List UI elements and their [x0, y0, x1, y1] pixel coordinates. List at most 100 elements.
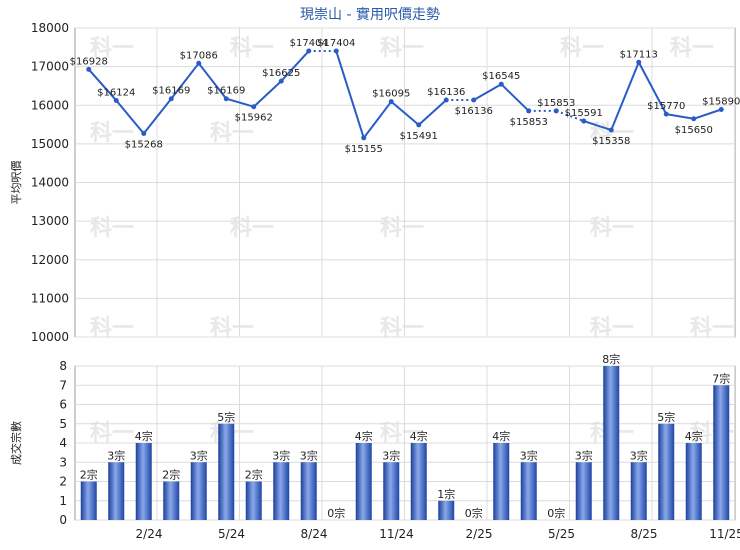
bar-7	[273, 462, 290, 520]
line-data-label: $15358	[592, 136, 630, 147]
bar-value-label: 5宗	[657, 410, 675, 424]
bar-series	[80, 366, 730, 520]
line-data-label: $16169	[152, 86, 190, 97]
bar-12	[410, 443, 427, 520]
line-segment	[637, 61, 668, 115]
line-data-label: $15853	[510, 117, 548, 128]
chart-text: 10000 11000 12000 13000 14000 15000 16000 17000…	[9, 21, 740, 541]
bar-8	[300, 462, 317, 520]
line-point-20	[636, 59, 642, 65]
line-point-14	[471, 97, 477, 103]
line-point-21	[663, 111, 669, 117]
watermark-text: 科一	[670, 36, 714, 61]
line-data-label: $16095	[372, 89, 410, 100]
watermark-text: 科一	[380, 421, 424, 446]
bar-y-tick-label: 4	[59, 436, 67, 450]
bar-value-label: 3宗	[300, 448, 318, 462]
line-data-label: $15770	[647, 101, 685, 112]
bar-10	[355, 443, 372, 520]
x-tick-label: 11/24	[379, 527, 414, 541]
bar-value-label: 5宗	[217, 410, 235, 424]
line-point-18	[581, 118, 587, 124]
bar-19	[603, 366, 620, 520]
line-data-label: $16625	[262, 68, 300, 79]
bar-value-label: 3宗	[190, 448, 208, 462]
line-point-3	[168, 96, 174, 102]
line-data-label: $16169	[207, 86, 245, 97]
line-point-1	[113, 97, 119, 103]
line-segment	[88, 68, 117, 102]
line-segment	[610, 61, 640, 131]
line-point-8	[306, 48, 312, 54]
line-data-label: $16928	[70, 56, 108, 67]
line-data-label: $17404	[290, 38, 328, 49]
line-segment	[115, 99, 145, 135]
line-segment	[583, 120, 612, 131]
line-y-tick-label: 13000	[31, 214, 69, 228]
bar-y-tick-label: 1	[59, 494, 67, 508]
bar-5	[218, 423, 235, 520]
x-tick-label: 5/25	[548, 527, 575, 541]
line-y-tick-label: 17000	[31, 60, 69, 74]
watermark-text: 科一	[380, 36, 424, 61]
line-segment	[666, 113, 694, 120]
bar-y-tick-label: 6	[59, 398, 67, 412]
line-y-axis-title: 平均呎價	[9, 161, 23, 205]
bar-13	[438, 500, 455, 520]
line-data-label: $15962	[235, 113, 273, 124]
bar-2	[135, 443, 152, 520]
line-y-tick-label: 10000	[31, 330, 69, 344]
bar-0	[80, 481, 97, 520]
line-segment	[390, 100, 420, 126]
bar-3	[163, 481, 180, 520]
line-point-2	[141, 131, 147, 137]
watermark-text: 科一	[90, 216, 134, 241]
bar-y-axis-title: 成交宗數	[9, 421, 23, 465]
line-segment	[170, 62, 200, 100]
line-segment	[253, 80, 282, 108]
line-segment	[280, 50, 310, 82]
watermark-text: 科一	[90, 421, 134, 446]
line-data-label: $16136	[455, 106, 493, 117]
watermark-text: 科一	[210, 121, 254, 146]
watermark-text: 科一	[90, 36, 134, 61]
bar-value-label: 4宗	[135, 429, 153, 443]
watermark-text: 科一	[560, 36, 604, 61]
line-data-label: $16124	[97, 87, 135, 98]
line-series	[86, 48, 724, 141]
bar-6	[245, 481, 262, 520]
bar-20	[630, 462, 647, 520]
line-point-10	[361, 135, 367, 141]
gridlines	[74, 27, 736, 521]
bar-11	[383, 462, 400, 520]
line-point-0	[86, 66, 92, 72]
x-tick-label: 8/25	[631, 527, 658, 541]
bar-y-tick-label: 8	[59, 359, 67, 373]
line-point-13	[443, 97, 449, 103]
chart-title: 現崇山 - 實用呎價走勢	[300, 7, 440, 23]
line-data-label: $15890	[702, 96, 740, 107]
line-segment	[142, 98, 173, 135]
line-point-19	[608, 127, 614, 133]
bar-22	[685, 443, 702, 520]
line-point-17	[553, 108, 559, 114]
bar-value-label: 2宗	[80, 468, 98, 482]
line-point-22	[691, 116, 697, 122]
bar-value-label: 3宗	[272, 448, 290, 462]
bar-value-label: 3宗	[107, 448, 125, 462]
line-point-9	[333, 48, 339, 54]
x-tick-label: 2/24	[136, 527, 163, 541]
line-point-11	[388, 99, 394, 105]
line-segment	[225, 97, 255, 108]
line-point-5	[223, 96, 229, 102]
line-segment	[197, 62, 228, 100]
bar-value-label: 3宗	[575, 448, 593, 462]
x-tick-label: 8/24	[301, 527, 328, 541]
bar-y-tick-label: 7	[59, 378, 67, 392]
bar-y-tick-label: 0	[59, 513, 67, 527]
line-data-label: $16545	[482, 71, 520, 82]
bar-value-label: 3宗	[520, 448, 538, 462]
bar-value-label: 2宗	[162, 468, 180, 482]
line-point-6	[251, 104, 257, 110]
